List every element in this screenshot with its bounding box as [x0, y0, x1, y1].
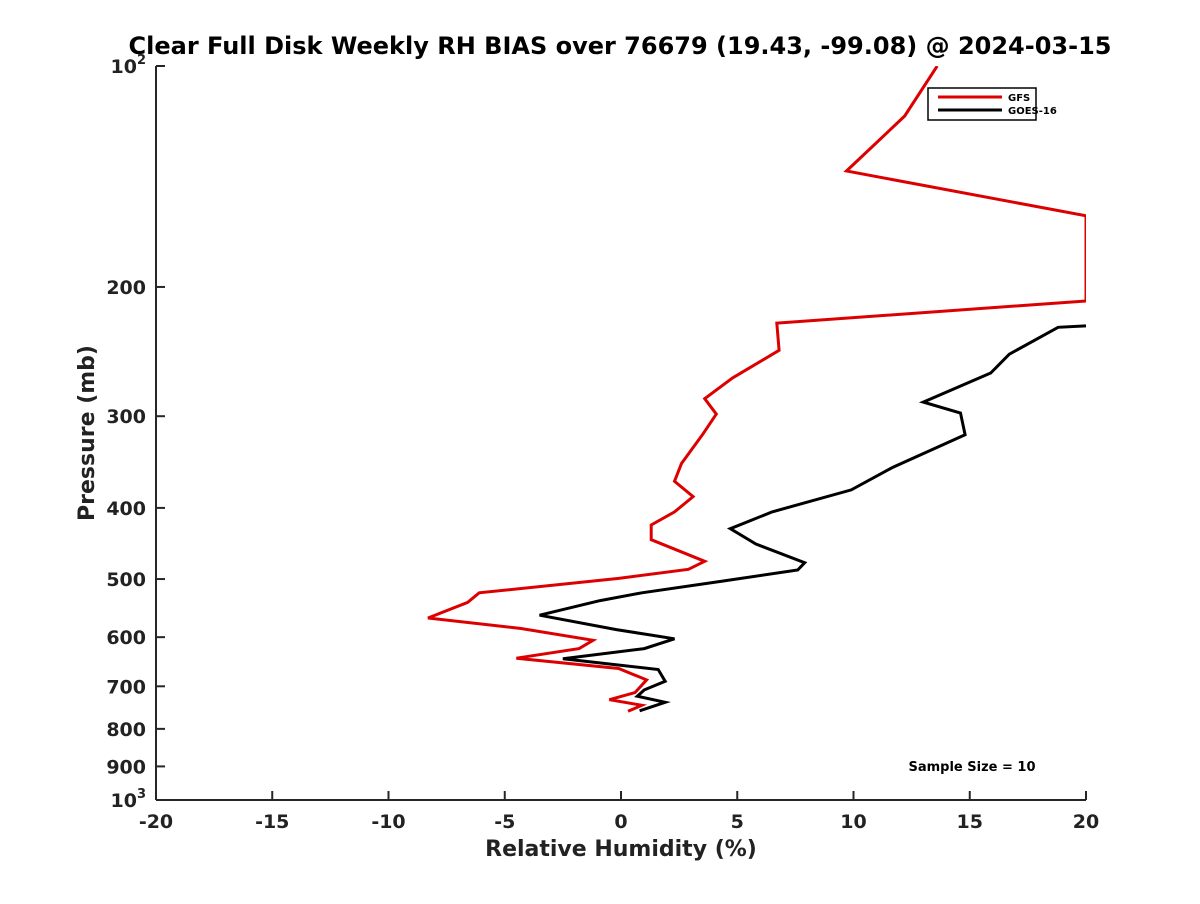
y-tick-label: 800	[106, 719, 146, 741]
x-tick-label: -10	[371, 811, 405, 833]
legend-entry: GFS	[1008, 93, 1030, 104]
y-tick-label: 300	[106, 406, 146, 428]
y-tick-label: 200	[106, 277, 146, 299]
chart-title: Clear Full Disk Weekly RH BIAS over 7667…	[129, 32, 1112, 60]
legend-entry: GOES-16	[1008, 106, 1057, 117]
plot-area	[427, 66, 1086, 713]
x-tick-label: -15	[255, 811, 289, 833]
x-tick-label: 0	[614, 811, 627, 833]
y-tick-label: 600	[106, 627, 146, 649]
y-tick-label: 102	[111, 53, 147, 78]
x-tick-label: 20	[1073, 811, 1099, 833]
x-tick-label: 5	[731, 811, 744, 833]
axes: -20 -15 -10 -5 0 5 10 15 20 102 200 300 400 500 600 700…	[106, 53, 1099, 833]
y-tick-label: 400	[106, 498, 146, 520]
series-line-goes-16	[539, 324, 1086, 713]
y-tick-label: 103	[111, 787, 147, 812]
x-tick-label: -5	[494, 811, 515, 833]
series-line-gfs	[427, 66, 1086, 713]
legend: GFS GOES-16	[927, 87, 1057, 121]
legend-box	[927, 87, 1037, 121]
x-tick-label: 15	[957, 811, 983, 833]
x-axis-label: Relative Humidity (%)	[485, 837, 757, 862]
y-axis-label: Pressure (mb)	[75, 345, 100, 521]
x-tick-label: -20	[139, 811, 173, 833]
y-tick-label: 700	[106, 676, 146, 698]
y-tick-label: 500	[106, 569, 146, 591]
sample-size-annotation: Sample Size = 10	[908, 760, 1035, 775]
y-tick-label: 900	[106, 756, 146, 778]
x-tick-label: 10	[840, 811, 866, 833]
